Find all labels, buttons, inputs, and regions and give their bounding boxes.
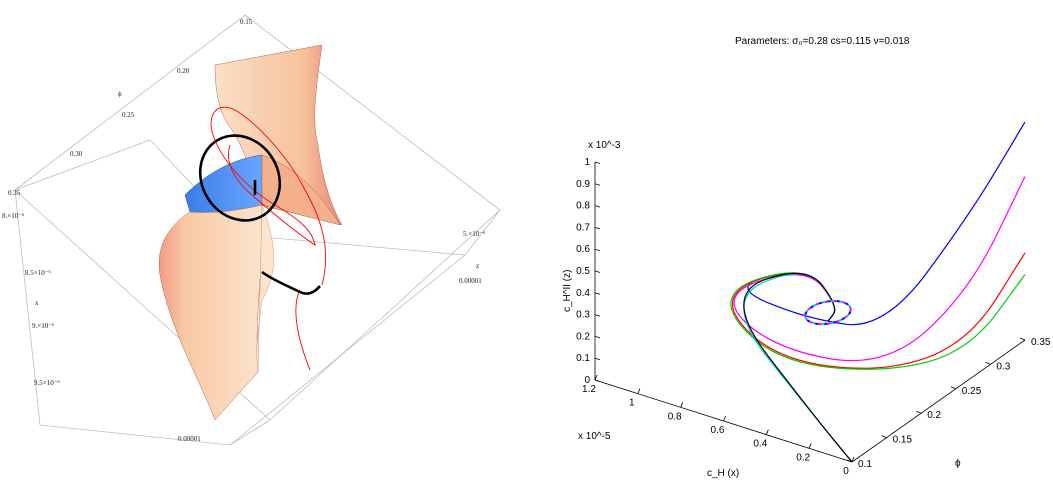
x-tick-label: 0.8	[668, 411, 682, 422]
z-tick-mark	[594, 314, 601, 317]
x-tick-label: 1	[629, 398, 635, 409]
left-phi-axis: 0.15 0.20 0.25 0.30 0.35 ϕ	[8, 18, 253, 197]
z-tick-label: 0.5	[576, 266, 590, 277]
phi-tick-mark	[881, 435, 887, 438]
z-tick-label: 0	[584, 375, 590, 386]
thick-black-trajectory	[198, 134, 321, 295]
phi-tick-label: 0.35	[1031, 337, 1051, 348]
surface-lower-sheet	[158, 204, 263, 421]
x-tick-mark	[808, 443, 812, 449]
left-x-label: x	[35, 299, 39, 307]
left-phi-tick-4: 0.35	[8, 189, 21, 197]
right-axes: 0 0.1 0.2 0.3 0.4 0.5 0.6 0.7 0.8 0.9 1 0 0.2 0.4 0.6 0…	[576, 157, 1051, 477]
z-tick-mark	[594, 248, 601, 252]
left-x-tick-4: 0.00001	[178, 435, 201, 443]
left-z-label: z	[476, 262, 479, 270]
x-tick-mark	[765, 429, 769, 435]
z-tick-mark	[594, 270, 601, 273]
phi-tick-mark	[916, 410, 922, 414]
phi-tick-label: 0.25	[962, 386, 982, 397]
z-tick-label: 0.3	[576, 310, 590, 321]
right-series	[730, 121, 1026, 463]
x-tick-mark	[637, 388, 641, 394]
phi-tick-label: 0.2	[927, 410, 941, 421]
phi-tick-mark	[950, 386, 956, 390]
left-3d-surface-plot: 8.×10⁻⁶ 8.5×10⁻⁶ 9.×10⁻⁶ 9.5×10⁻⁶ 0.0000…	[2, 14, 501, 446]
left-z-axis: 5.×10⁻⁶ 0.00001 z	[459, 230, 486, 285]
z-tick-label: 0.8	[576, 201, 590, 212]
z-multiplier: x 10^-3	[588, 140, 621, 151]
x-tick-mark	[851, 456, 855, 463]
surface-crest	[184, 154, 263, 214]
z-tick-mark	[594, 336, 601, 339]
left-phi-tick-1: 0.20	[177, 67, 190, 75]
left-z-tick-1: 0.00001	[459, 277, 482, 285]
x-tick-label: 0.4	[753, 439, 767, 450]
left-x-tick-2: 9.×10⁻⁶	[32, 322, 55, 330]
z-tick-label: 0.1	[576, 353, 590, 364]
phi-axis-line	[851, 339, 1026, 463]
x-axis-label: c_H (x)	[707, 468, 739, 479]
z-tick-mark	[594, 161, 601, 164]
series-line-1	[733, 176, 1026, 362]
x-tick-mark	[723, 415, 726, 422]
x-tick-label: 1.2	[582, 384, 596, 395]
z-tick-mark	[594, 205, 601, 208]
series-line-3	[730, 272, 1026, 370]
left-x-axis: 8.×10⁻⁶ 8.5×10⁻⁶ 9.×10⁻⁶ 9.5×10⁻⁶ 0.0000…	[2, 212, 201, 443]
left-phi-tick-3: 0.30	[70, 150, 83, 158]
left-phi-label: ϕ	[118, 90, 122, 98]
phi-axis-label: ϕ	[955, 458, 961, 469]
z-tick-mark	[594, 357, 601, 361]
z-tick-label: 0.2	[576, 331, 590, 342]
phi-tick-label: 0.3	[996, 361, 1010, 372]
x-multiplier: x 10^-5	[578, 431, 611, 442]
left-x-tick-1: 8.5×10⁻⁶	[25, 269, 51, 277]
series-line-0	[747, 121, 1026, 326]
z-tick-label: 0.6	[576, 244, 590, 255]
z-tick-label: 1	[584, 157, 590, 168]
phi-tick-mark	[1019, 337, 1026, 341]
x-tick-label: 0.2	[796, 452, 810, 463]
z-tick-mark	[594, 227, 601, 230]
z-tick-label: 0.7	[576, 222, 590, 233]
phi-tick-label: 0.15	[893, 435, 913, 446]
series-line-2	[732, 252, 1026, 369]
x-tick-label: 0.6	[711, 425, 725, 436]
chart-title: Parameters: σ₀=0.28 cs=0.115 ν=0.018	[735, 36, 910, 47]
limit-cycle-ring-0	[804, 300, 852, 326]
surface-upper-sheet	[214, 44, 343, 226]
z-tick-label: 0.9	[576, 179, 590, 190]
x-tick-mark	[594, 374, 598, 381]
z-tick-mark	[594, 292, 601, 295]
x-tick-mark	[680, 402, 684, 408]
left-x-tick-0: 8.×10⁻⁶	[2, 212, 25, 220]
series-line-5	[743, 272, 853, 463]
left-phi-tick-0: 0.15	[240, 18, 253, 26]
x-tick-label: 0	[843, 466, 849, 477]
phi-tick-mark	[985, 362, 991, 365]
left-phi-tick-2: 0.25	[122, 111, 135, 119]
z-axis-label: c_H^II (z)	[562, 270, 573, 312]
z-tick-mark	[594, 379, 601, 382]
phi-tick-label: 0.1	[858, 459, 872, 470]
left-x-tick-3: 9.5×10⁻⁶	[34, 379, 60, 387]
z-tick-label: 0.4	[576, 288, 590, 299]
right-3d-line-plot: Parameters: σ₀=0.28 cs=0.115 ν=0.018 0 0.…	[562, 36, 1051, 479]
left-z-tick-0: 5.×10⁻⁶	[463, 230, 486, 238]
z-tick-mark	[594, 183, 601, 186]
